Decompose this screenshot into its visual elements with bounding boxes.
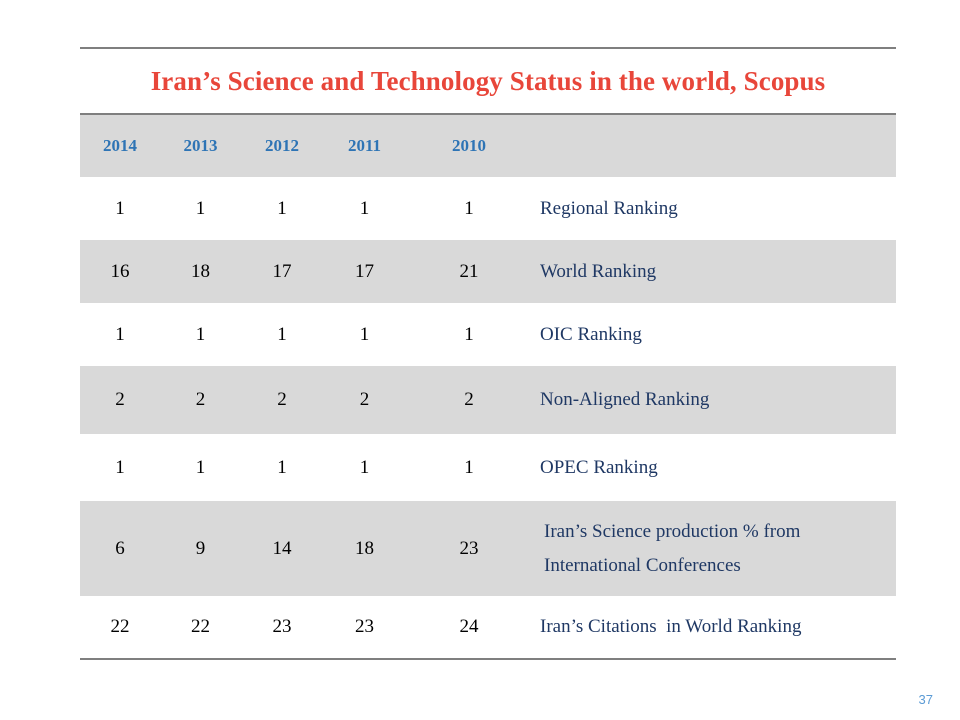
value-cell: 1 [359, 197, 370, 219]
year-header-row: 2014 2013 2012 2011 2010 [80, 115, 896, 177]
value-cell: 1 [115, 456, 125, 478]
value-cell: 1 [464, 323, 474, 345]
value-cell: 22 [191, 616, 210, 637]
row-label: Regional Ranking [540, 197, 678, 219]
table-row: 1 1 1 1 1 OIC Ranking [80, 303, 896, 366]
value-cell: 22 [110, 616, 130, 637]
value-cell: 1 [464, 197, 474, 219]
year-header-cell: 2012 [265, 136, 299, 155]
row-label: Iran’s Citations in World Ranking [540, 616, 802, 637]
year-header-cell: 2011 [347, 136, 382, 155]
table-title: Iran’s Science and Technology Status in … [80, 49, 896, 115]
value-cell: 17 [355, 260, 374, 282]
value-cell: 24 [459, 616, 479, 637]
value-cell: 2 [464, 389, 474, 410]
value-cell: 2 [195, 389, 206, 410]
value-cell: 16 [110, 260, 130, 282]
page-number: 37 [918, 692, 933, 707]
row-label: OPEC Ranking [540, 456, 658, 478]
value-cell: 1 [359, 456, 370, 478]
value-cell: 2 [115, 389, 125, 410]
value-cell: 14 [272, 537, 292, 559]
table-row: 16 18 17 17 21 World Ranking [80, 240, 896, 303]
table-row: 1 1 1 1 1 OPEC Ranking [80, 434, 896, 501]
year-header-cell: 2010 [452, 136, 486, 155]
value-cell: 6 [115, 537, 125, 559]
row-label: Iran’s Science production % from Interna… [544, 520, 801, 576]
value-cell: 1 [195, 197, 206, 219]
value-cell: 2 [277, 389, 287, 410]
value-cell: 23 [272, 616, 292, 637]
value-cell: 1 [277, 197, 287, 219]
value-cell: 18 [355, 537, 374, 559]
value-cell: 1 [195, 456, 206, 478]
row-label: Non-Aligned Ranking [540, 389, 710, 410]
value-cell: 18 [191, 260, 210, 282]
value-cell: 2 [359, 389, 370, 410]
value-cell: 21 [459, 260, 479, 282]
value-cell: 1 [359, 323, 370, 345]
value-cell: 23 [459, 537, 479, 559]
row-label: World Ranking [540, 260, 657, 282]
value-cell: 1 [464, 456, 474, 478]
year-header-cell: 2014 [103, 136, 137, 155]
table-row: 2 2 2 2 2 Non-Aligned Ranking [80, 366, 896, 434]
value-cell: 23 [355, 616, 374, 637]
table-row: 1 1 1 1 1 Regional Ranking [80, 177, 896, 240]
value-cell: 1 [195, 323, 206, 345]
value-cell: 17 [272, 260, 292, 282]
value-cell: 1 [277, 456, 287, 478]
value-cell: 9 [195, 537, 206, 559]
year-header-cell: 2013 [183, 136, 218, 155]
ranking-table: Iran’s Science and Technology Status in … [80, 47, 896, 660]
value-cell: 1 [115, 197, 125, 219]
value-cell: 1 [115, 323, 125, 345]
table-row: 22 22 23 23 24 Iran’s Citations in World… [80, 596, 896, 658]
table-row: 6 9 14 18 23 Iran’s Science production %… [80, 501, 896, 596]
row-label: OIC Ranking [540, 323, 642, 345]
value-cell: 1 [277, 323, 287, 345]
